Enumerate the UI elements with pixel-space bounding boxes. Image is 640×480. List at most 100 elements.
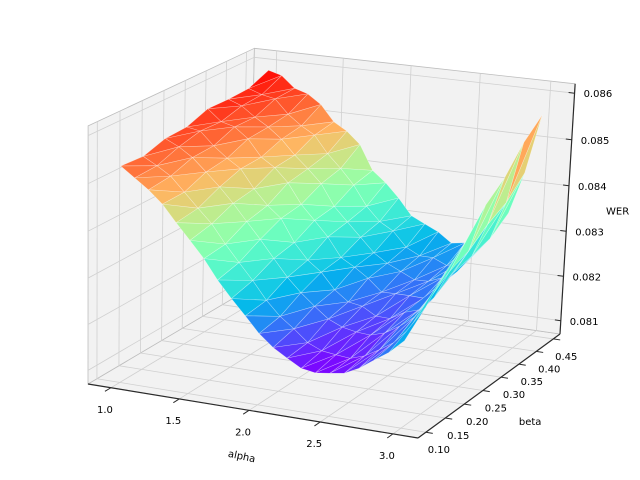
- surface-facet: [348, 291, 382, 307]
- alpha-tick-label: 1.0: [97, 405, 113, 416]
- grid-floor-beta: [140, 352, 465, 405]
- grid-leftwall-wer: [87, 275, 250, 371]
- surface-facet: [329, 355, 365, 374]
- wer-tick: [560, 230, 567, 232]
- surface-facet: [189, 240, 226, 259]
- surface-facet: [405, 223, 439, 248]
- wer-tick: [557, 274, 564, 277]
- beta-tick: [445, 417, 453, 420]
- wer-tick: [568, 92, 575, 94]
- alpha-axis-line: [87, 383, 419, 439]
- surface-facet: [328, 306, 363, 328]
- wer-axis-label: WER: [606, 207, 629, 218]
- surface-facet: [364, 326, 400, 357]
- surface-facet: [373, 246, 407, 264]
- surface-facet: [335, 334, 371, 359]
- beta-tick-label: 0.15: [447, 431, 469, 442]
- surface-facet: [344, 349, 380, 374]
- grid-floor-beta: [118, 365, 446, 419]
- surface-facet: [142, 146, 180, 166]
- grid-leftwall-beta: [161, 90, 165, 341]
- surface-facet: [287, 104, 322, 127]
- alpha-tick: [314, 421, 321, 427]
- surface-facet: [246, 218, 282, 240]
- axes-spines-ticks: 1.0 1.5 2.0 2.5 3.0 0.10 0.15 0.20 0.25 0.30 0.35 0…: [87, 83, 613, 462]
- alpha-axis-label: alpha: [227, 449, 256, 466]
- beta-tick-label: 0.30: [503, 390, 525, 401]
- surface-facet: [261, 75, 295, 95]
- beta-tick-label: 0.10: [428, 445, 450, 456]
- surface-facet: [341, 306, 377, 328]
- surface-facet: [355, 318, 391, 336]
- surface-facet: [170, 171, 207, 193]
- surface-facet: [379, 316, 415, 350]
- surface-facet: [315, 358, 351, 374]
- surface-facet: [314, 301, 349, 320]
- surface-facet: [505, 114, 543, 204]
- grid-backwall-alpha: [467, 73, 481, 321]
- surface-facet: [203, 258, 240, 281]
- surface-facet: [370, 312, 405, 336]
- surface-facet: [360, 230, 394, 254]
- alpha-tick: [386, 433, 394, 439]
- beta-tick-label: 0.25: [485, 403, 507, 414]
- surface-facet: [320, 168, 354, 186]
- surface-facet: [314, 289, 349, 307]
- grid-backwall-alpha: [536, 81, 552, 331]
- surface-facet: [162, 203, 199, 223]
- alpha-tick-label: 3.0: [379, 451, 395, 462]
- surface-facet: [203, 243, 240, 263]
- alpha-tick: [173, 398, 180, 404]
- beta-tick: [553, 338, 561, 341]
- surface-facet: [148, 189, 185, 205]
- grid-leftwall-wer: [87, 56, 255, 136]
- alpha-tick: [104, 387, 112, 392]
- surface-facet: [320, 183, 354, 207]
- surface-facet: [471, 202, 507, 257]
- surface-facet: [364, 326, 400, 357]
- surface-facet: [281, 134, 315, 156]
- surface-facet: [379, 316, 415, 350]
- wer-tick: [554, 319, 561, 322]
- beta-tick: [482, 390, 490, 393]
- wer-tick: [565, 138, 572, 141]
- surface-facet: [175, 222, 212, 241]
- surface-facet: [244, 315, 281, 334]
- surface-facet: [205, 157, 241, 173]
- beta-tick: [518, 363, 526, 366]
- wer-tick-label: 0.086: [584, 89, 613, 100]
- surface-facet: [156, 157, 193, 177]
- grid-floor-beta: [96, 378, 426, 433]
- wer-tick-label: 0.083: [575, 227, 604, 238]
- wer-tick: [562, 184, 570, 187]
- wer-tick-label: 0.081: [570, 317, 599, 328]
- surface-facet: [468, 177, 505, 252]
- wer-tick-label: 0.085: [581, 136, 610, 147]
- wer-axis-line: [559, 83, 576, 335]
- surface-facet: [341, 315, 377, 333]
- surface-facet: [300, 354, 337, 374]
- surface-facet: [259, 239, 295, 259]
- wer-tick-label: 0.084: [578, 182, 607, 193]
- surface-facet: [388, 308, 426, 353]
- alpha-tick-label: 2.5: [306, 439, 322, 450]
- alpha-tick-label: 1.5: [165, 416, 181, 427]
- beta-tick-label: 0.35: [521, 377, 543, 388]
- beta-axis-label: beta: [519, 417, 542, 428]
- surface-facet: [272, 328, 308, 348]
- surface-facet: [353, 182, 386, 207]
- surface-facet: [471, 202, 507, 257]
- alpha-tick: [242, 409, 250, 415]
- wer-tick-label: 0.082: [572, 272, 601, 283]
- surface-facet: [340, 168, 373, 186]
- surface-facet: [228, 88, 263, 100]
- beta-tick: [536, 350, 544, 353]
- surface-facet: [261, 88, 295, 100]
- surface-facet: [419, 242, 452, 258]
- surface-facet: [279, 306, 315, 330]
- surface-facet: [375, 295, 410, 319]
- beta-tick: [500, 376, 509, 379]
- surface-facet: [286, 350, 322, 369]
- surface-facet: [164, 130, 201, 148]
